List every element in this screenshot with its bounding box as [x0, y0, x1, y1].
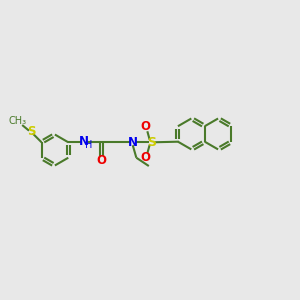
Text: N: N — [128, 136, 138, 149]
Text: O: O — [141, 120, 151, 133]
Text: CH₃: CH₃ — [8, 116, 26, 127]
Text: S: S — [27, 125, 35, 138]
Text: O: O — [141, 151, 151, 164]
Text: H: H — [85, 140, 93, 150]
Text: O: O — [97, 154, 106, 166]
Text: S: S — [147, 136, 156, 149]
Text: N: N — [79, 135, 89, 148]
